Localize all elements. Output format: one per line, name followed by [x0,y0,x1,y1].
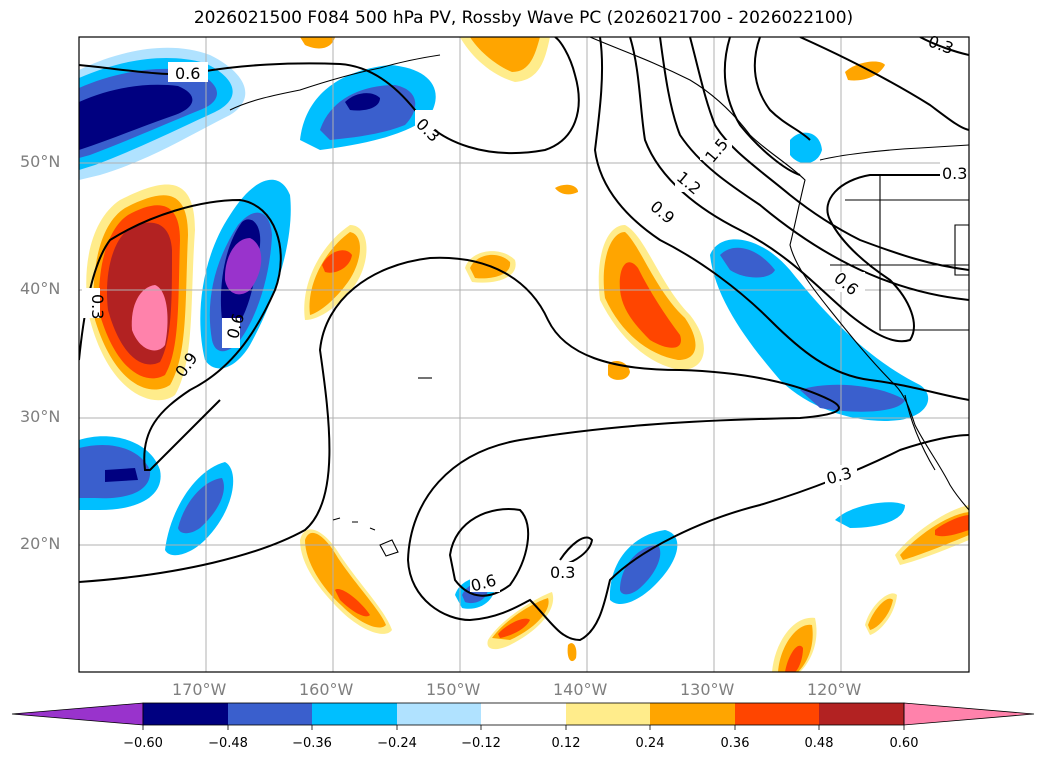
lon-label: 120°W [807,680,862,699]
colorbar-bin [143,703,228,725]
contour-label: 0.3 [942,164,967,183]
lon-label: 140°W [553,680,608,699]
lat-label: 30°N [20,407,61,426]
contour-labels: 0.6 0.3 1.5 1.2 0.9 0.3 0.3 0.6 0.3 0.9 … [82,31,969,595]
lon-label: 130°W [680,680,735,699]
lat-label: 50°N [20,152,61,171]
colorbar-label: −0.12 [461,736,501,751]
colorbar-label: 0.24 [635,736,665,751]
colorbar-bin [566,703,650,725]
contour-label: 0.3 [926,31,956,58]
pv-anomaly-shading [79,37,969,672]
colorbar-label: 0.36 [720,736,750,751]
colorbar-bin [312,703,397,725]
colorbar-label: 0.12 [551,736,581,751]
plot-title: 2026021500 F084 500 hPa PV, Rossby Wave … [193,8,854,28]
colorbar-bin [735,703,819,725]
colorbar-label: −0.60 [123,736,163,751]
colorbar-bin [650,703,735,725]
map-frame [78,36,970,673]
contour-label: 0.6 [175,64,200,83]
colorbar-bin [481,703,566,725]
lon-label: 160°W [299,680,354,699]
colorbar-extend-max [903,702,1035,726]
lat-label: 20°N [20,534,61,553]
colorbar-label: 0.48 [804,736,834,751]
coastlines [229,37,969,557]
lon-label: 150°W [426,680,481,699]
lat-label: 40°N [20,279,61,298]
colorbar-label: 0.60 [889,736,919,751]
colorbar-label: −0.24 [377,736,417,751]
colorbar-label: −0.36 [292,736,332,751]
colorbar [11,702,1035,730]
colorbar-extend-min [11,702,144,726]
colorbar-bin [397,703,481,725]
contour-label: 1.5 [701,135,732,167]
colorbar-label: −0.48 [208,736,248,751]
contour-label: 0.3 [88,294,107,319]
colorbar-bin [228,703,312,725]
colorbar-bin [819,703,904,725]
lon-label: 170°W [172,680,227,699]
contour-label: 0.3 [550,563,575,582]
